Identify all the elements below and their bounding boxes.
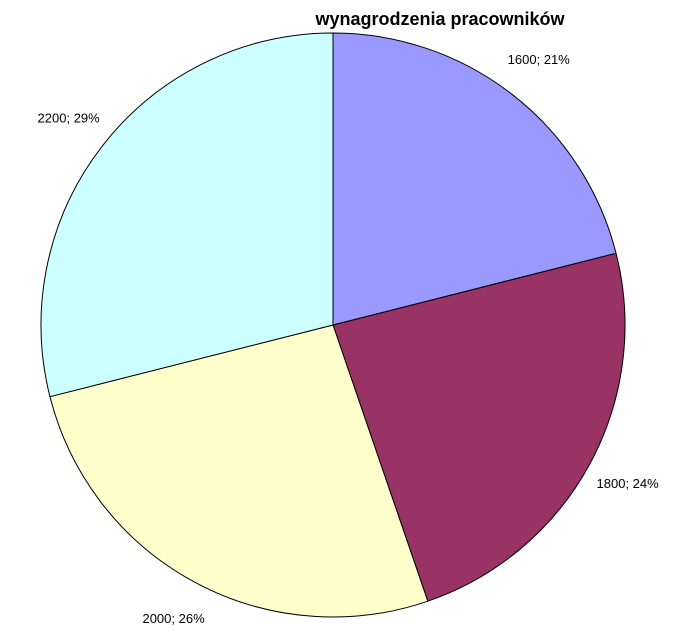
data-label: 2200; 29% [38,111,101,126]
data-label: 2000; 26% [142,611,205,626]
pie-slice [332,32,617,326]
pie-slice [332,252,626,602]
pie-slice [40,32,334,398]
chart-title: wynagrodzenia pracowników [314,9,565,29]
pie-slice [49,324,429,618]
data-label: 1600; 21% [508,52,571,67]
data-label: 1800; 24% [597,476,660,491]
